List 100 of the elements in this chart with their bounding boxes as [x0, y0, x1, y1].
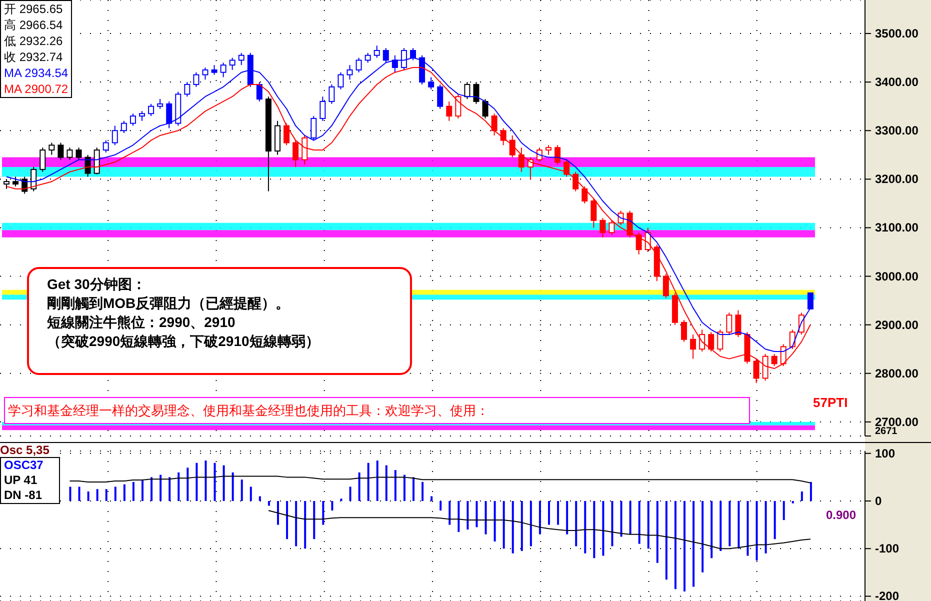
y-tick-label: 2800.00	[875, 366, 919, 380]
annotation: （突破2990短線轉強，下破2910短線轉弱）	[47, 332, 320, 351]
bar	[322, 501, 324, 525]
bar	[530, 501, 532, 546]
candlestick	[572, 171, 579, 192]
candlestick	[518, 147, 524, 172]
candlestick	[590, 198, 597, 228]
bar	[150, 477, 153, 501]
bar	[782, 501, 785, 520]
bar	[502, 501, 505, 549]
candlestick	[500, 128, 506, 146]
bar	[458, 501, 460, 532]
annotation: 短線關注牛熊位：2990、2910	[47, 313, 236, 332]
y-tick-label: 3400.00	[875, 75, 919, 90]
bar	[214, 462, 216, 501]
bar	[620, 501, 622, 537]
bar	[746, 501, 749, 556]
annotation: Get 30分钟图：	[47, 275, 147, 294]
candlestick	[509, 134, 516, 158]
candlestick	[302, 134, 308, 166]
annotation: 低 2932.26	[4, 33, 64, 49]
bar	[764, 501, 767, 554]
bar	[665, 501, 668, 580]
bar	[403, 474, 406, 501]
candlestick	[130, 113, 136, 126]
candlestick	[4, 178, 10, 190]
bar	[196, 462, 198, 501]
bar	[440, 501, 442, 511]
candlestick	[690, 334, 696, 360]
candlestick	[356, 57, 362, 73]
bar	[132, 482, 134, 501]
bar	[494, 501, 496, 542]
annotation: 收 2932.74	[4, 49, 64, 65]
candlestick	[139, 110, 145, 122]
candlestick	[40, 147, 46, 172]
candlestick	[364, 52, 371, 64]
bar	[638, 501, 640, 544]
bar	[105, 489, 108, 501]
bar	[647, 501, 650, 549]
bar	[593, 501, 596, 558]
bar	[240, 480, 243, 501]
bar	[810, 482, 812, 501]
bar	[313, 501, 316, 540]
candlestick	[708, 332, 714, 352]
bar	[774, 501, 776, 540]
bar	[178, 472, 180, 501]
candlestick	[618, 210, 624, 226]
bar	[575, 501, 578, 546]
candlestick	[320, 96, 326, 122]
candlestick	[229, 57, 236, 70]
annotation: 高 2966.54	[4, 17, 64, 33]
candlestick	[238, 52, 244, 66]
bar	[258, 496, 261, 501]
bar	[476, 501, 478, 528]
bar	[656, 501, 658, 563]
candlestick	[600, 218, 606, 238]
bar	[702, 501, 704, 572]
candlestick	[564, 159, 570, 178]
bar	[367, 462, 370, 501]
bar	[358, 472, 360, 501]
annotation: DN -81	[4, 488, 44, 503]
candlestick	[491, 113, 498, 136]
annotation: 剛剛觸到MOB反彈阻力（已經提醒）。	[47, 294, 291, 313]
annotation: OSC37	[4, 458, 44, 473]
candlestick	[546, 144, 552, 156]
bar	[484, 501, 487, 534]
candlestick	[12, 176, 19, 187]
candlestick	[662, 273, 669, 299]
candlestick	[482, 98, 488, 119]
candlestick	[626, 210, 633, 238]
candlestick	[464, 82, 470, 100]
candlestick	[211, 64, 218, 76]
y-tick-label: -100	[875, 542, 900, 556]
candlestick	[338, 72, 344, 90]
annotation: 开 2965.65	[4, 1, 64, 17]
y-tick-label: 100	[875, 446, 896, 460]
bar	[114, 486, 116, 501]
bar	[304, 501, 306, 549]
banner-box: 学习和基金经理一样的交易理念、使用和基金经理也使用的工具：欢迎学习、使用：	[4, 397, 750, 424]
candlestick	[374, 45, 380, 58]
bar	[720, 501, 722, 551]
annotation: MA 2900.72	[4, 81, 68, 97]
bar	[394, 470, 396, 501]
candlestick	[193, 72, 200, 88]
bar	[684, 501, 686, 592]
bar	[123, 484, 126, 501]
candlestick	[102, 140, 109, 153]
bar	[349, 486, 352, 501]
bar	[376, 460, 378, 501]
candlestick	[328, 84, 335, 104]
bar	[674, 501, 676, 590]
bar	[756, 501, 758, 561]
candlestick	[120, 120, 127, 134]
bar	[331, 501, 334, 511]
bar	[466, 501, 469, 530]
candlestick	[473, 82, 480, 104]
candlestick	[76, 147, 82, 160]
bar	[548, 501, 550, 525]
y-tick-label: 3000.00	[875, 269, 919, 284]
candlestick	[202, 66, 208, 80]
